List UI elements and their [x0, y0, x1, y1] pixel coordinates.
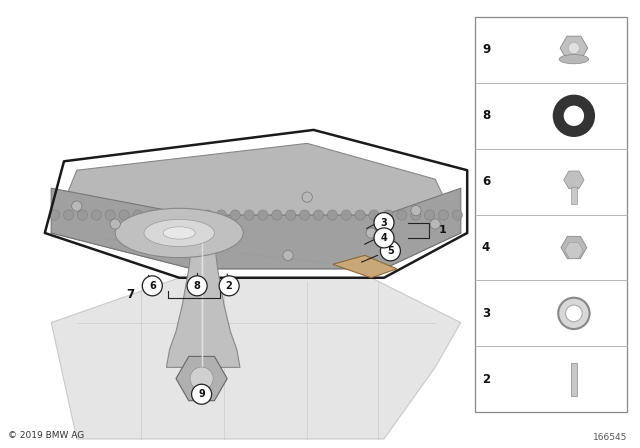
Circle shape — [110, 219, 120, 229]
Circle shape — [147, 210, 157, 220]
Ellipse shape — [559, 55, 589, 64]
Polygon shape — [333, 255, 397, 278]
Text: 3: 3 — [482, 307, 490, 320]
Circle shape — [355, 210, 365, 220]
Circle shape — [133, 210, 143, 220]
Bar — [475, 17, 627, 412]
Bar — [571, 187, 577, 204]
Polygon shape — [51, 188, 461, 269]
Circle shape — [424, 210, 435, 220]
Circle shape — [566, 305, 582, 322]
Circle shape — [92, 210, 102, 220]
Circle shape — [187, 276, 207, 296]
Circle shape — [383, 210, 393, 220]
Text: 3: 3 — [381, 218, 387, 228]
Bar — [571, 362, 577, 396]
Circle shape — [283, 250, 293, 260]
Text: 166545: 166545 — [593, 433, 627, 442]
Circle shape — [410, 210, 420, 220]
Circle shape — [142, 276, 163, 296]
Text: 7: 7 — [126, 288, 134, 301]
Text: 9: 9 — [198, 389, 205, 399]
Text: 2: 2 — [482, 373, 490, 386]
Circle shape — [202, 210, 212, 220]
Circle shape — [244, 210, 254, 220]
Circle shape — [374, 213, 394, 233]
Circle shape — [63, 210, 74, 220]
Circle shape — [175, 210, 185, 220]
Text: 4: 4 — [482, 241, 490, 254]
Circle shape — [369, 210, 379, 220]
Circle shape — [219, 276, 239, 296]
Ellipse shape — [144, 220, 214, 246]
Circle shape — [105, 210, 115, 220]
Circle shape — [190, 367, 213, 390]
Text: 8: 8 — [482, 109, 490, 122]
Text: 9: 9 — [482, 43, 490, 56]
Circle shape — [558, 298, 589, 329]
Circle shape — [411, 206, 421, 215]
Text: 2: 2 — [226, 281, 232, 291]
Circle shape — [188, 210, 198, 220]
Circle shape — [285, 210, 296, 220]
Text: 6: 6 — [149, 281, 156, 291]
Circle shape — [216, 210, 227, 220]
Circle shape — [300, 210, 310, 220]
Circle shape — [438, 210, 449, 220]
Circle shape — [430, 219, 440, 229]
Circle shape — [77, 210, 88, 220]
Circle shape — [568, 43, 579, 54]
Circle shape — [119, 210, 129, 220]
Circle shape — [327, 210, 337, 220]
Circle shape — [272, 210, 282, 220]
Circle shape — [161, 210, 171, 220]
Circle shape — [558, 100, 589, 131]
Polygon shape — [166, 233, 240, 367]
Circle shape — [314, 210, 324, 220]
Ellipse shape — [163, 227, 195, 239]
Text: 6: 6 — [482, 175, 490, 188]
Circle shape — [397, 210, 407, 220]
Ellipse shape — [115, 208, 243, 258]
Circle shape — [191, 384, 212, 404]
Text: 4: 4 — [381, 233, 387, 243]
Text: 8: 8 — [194, 281, 200, 291]
Polygon shape — [51, 143, 461, 269]
Text: 1: 1 — [438, 225, 446, 235]
Circle shape — [258, 210, 268, 220]
Polygon shape — [51, 278, 461, 439]
Circle shape — [341, 210, 351, 220]
Circle shape — [380, 241, 401, 261]
Text: © 2019 BMW AG: © 2019 BMW AG — [8, 431, 84, 440]
Circle shape — [366, 228, 376, 238]
Text: 5: 5 — [387, 246, 394, 256]
Circle shape — [302, 192, 312, 202]
Circle shape — [374, 228, 394, 248]
Circle shape — [49, 210, 60, 220]
Circle shape — [452, 210, 463, 220]
Circle shape — [230, 210, 240, 220]
Circle shape — [72, 201, 82, 211]
